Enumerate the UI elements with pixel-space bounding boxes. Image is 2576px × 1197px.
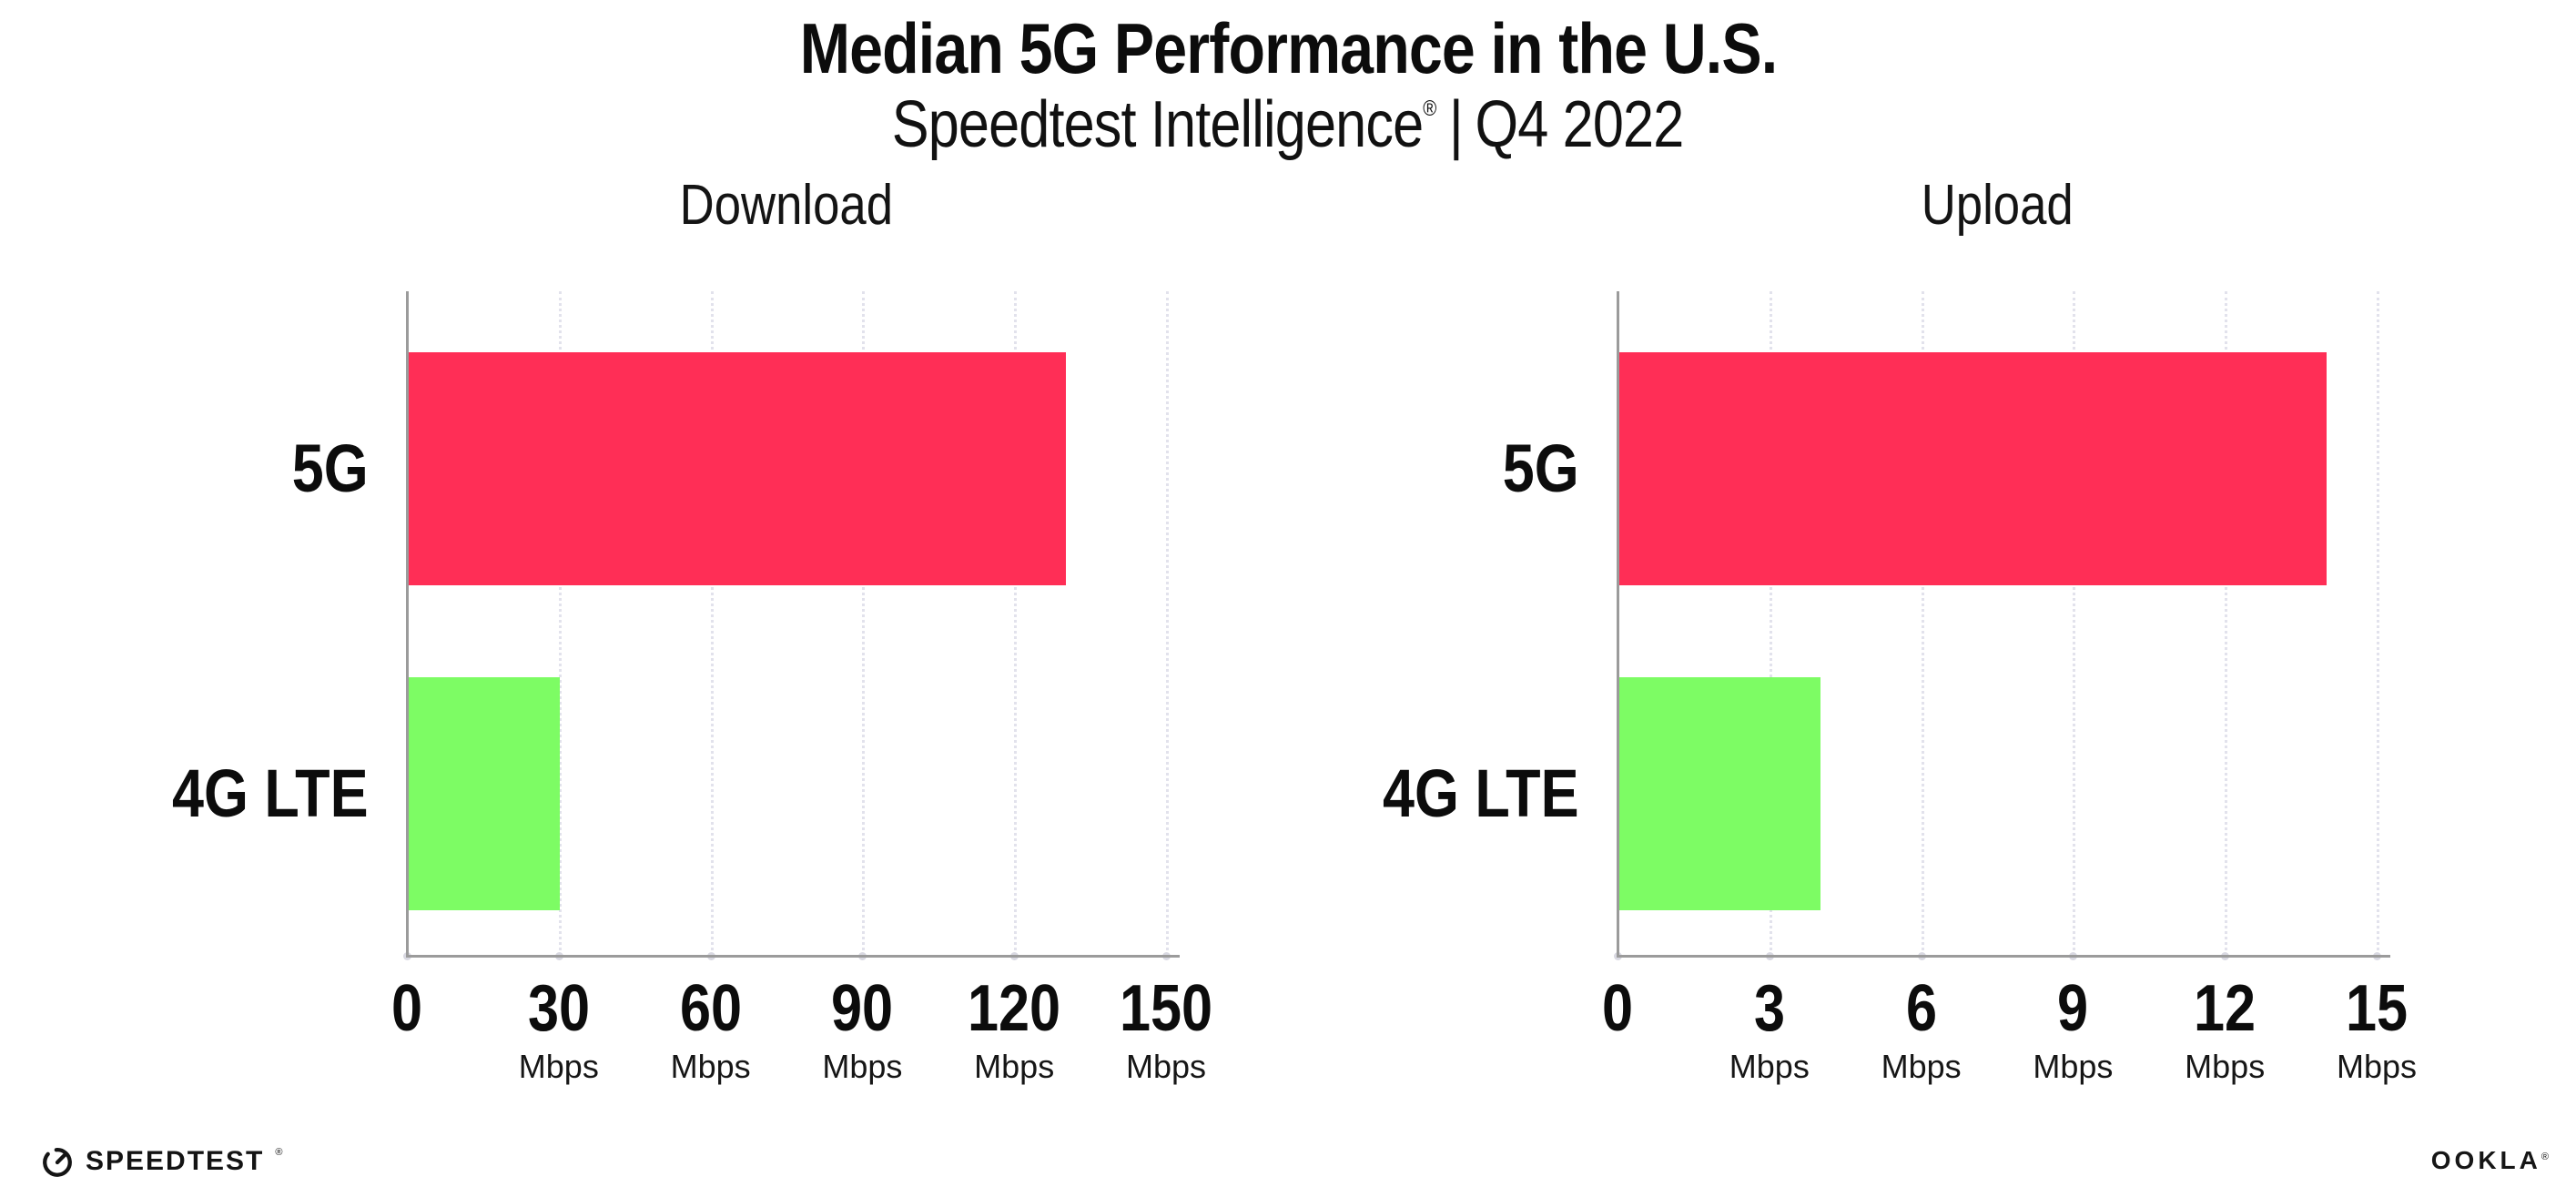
speedtest-trademark-mark: ®	[275, 1147, 283, 1158]
subtitle-period: Q4 2022	[1475, 88, 1685, 161]
page-title-text: Median 5G Performance in the U.S.	[799, 8, 1777, 88]
x-tick-value: 12	[2194, 972, 2257, 1045]
gridline	[2225, 291, 2228, 956]
x-tick-value: 90	[831, 972, 894, 1045]
gridline	[558, 291, 562, 956]
x-tick: 0	[389, 976, 425, 1050]
x-tick: 90 Mbps	[822, 976, 902, 1083]
gridline	[1166, 291, 1169, 956]
speedtest-wordmark: SPEEDTEST	[86, 1146, 265, 1176]
x-axis-ticks: 0 3 Mbps 6 Mbps 9 Mbps 12 Mbps 15 Mbps	[1602, 976, 2417, 1094]
y-axis-line	[1617, 291, 1619, 958]
upload-chart-plot: Upload 5G 4G LTE 0 3 Mb	[1383, 174, 2417, 1083]
x-tick: 0	[1599, 976, 1636, 1050]
page-subtitle: Speedtest Intelligence® | Q4 2022	[0, 87, 2576, 162]
ookla-wordmark: OOKLA	[2430, 1146, 2541, 1174]
page-title: Median 5G Performance in the U.S.	[0, 7, 2576, 90]
x-tick-unit: Mbps	[2033, 1048, 2114, 1085]
x-tick-value: 120	[968, 972, 1061, 1045]
category-label-4g-lte: 4G LTE	[172, 755, 369, 831]
gridline	[1921, 291, 1924, 956]
gridline	[862, 291, 866, 956]
x-tick-value: 30	[527, 972, 590, 1045]
x-tick: 9 Mbps	[2033, 976, 2113, 1083]
x-tick: 3 Mbps	[1729, 976, 1810, 1083]
x-tick-unit: Mbps	[2336, 1048, 2418, 1085]
ookla-trademark-mark: ®	[2541, 1151, 2549, 1162]
bar-5g-download	[408, 352, 1066, 585]
category-label-5g: 5G	[292, 430, 369, 506]
x-tick: 12 Mbps	[2185, 976, 2265, 1083]
x-tick-value: 60	[679, 972, 742, 1045]
gridline	[1769, 291, 1772, 956]
x-tick-value: 3	[1753, 972, 1785, 1045]
x-tick: 150 Mbps	[1111, 976, 1221, 1083]
x-tick-unit: Mbps	[2185, 1048, 2266, 1085]
gridline	[2377, 291, 2379, 956]
x-axis-ticks: 0 30 Mbps 60 Mbps 90 Mbps 120 Mbps 150 M…	[391, 976, 1212, 1094]
x-tick-unit: Mbps	[822, 1048, 903, 1085]
x-tick-value: 0	[1601, 972, 1634, 1045]
x-tick: 15 Mbps	[2337, 976, 2417, 1083]
x-tick: 60 Mbps	[671, 976, 751, 1083]
category-label-5g: 5G	[1503, 430, 1579, 506]
x-tick-value: 15	[2345, 972, 2409, 1045]
x-tick: 6 Mbps	[1881, 976, 1962, 1083]
bar-4g-lte-upload	[1618, 677, 1821, 910]
subtitle-brand: Speedtest Intelligence	[892, 88, 1424, 161]
x-tick-value: 9	[2057, 972, 2089, 1045]
x-tick-unit: Mbps	[974, 1048, 1055, 1085]
subtitle-divider: |	[1449, 88, 1464, 161]
gridline	[710, 291, 714, 956]
gridline	[1014, 291, 1018, 956]
download-chart-title: Download	[679, 174, 894, 237]
x-axis-line	[1617, 955, 2390, 958]
x-tick-value: 6	[1905, 972, 1937, 1045]
registered-trademark-mark: ®	[1423, 96, 1437, 121]
x-tick: 30 Mbps	[519, 976, 599, 1083]
x-tick-unit: Mbps	[1881, 1048, 1962, 1085]
x-tick-unit: Mbps	[670, 1048, 751, 1085]
y-axis-line	[406, 291, 409, 958]
x-tick: 120 Mbps	[959, 976, 1069, 1083]
ookla-logo: OOKLA®	[2431, 1146, 2549, 1175]
bar-4g-lte-download	[408, 677, 560, 910]
x-tick-unit: Mbps	[1729, 1048, 1810, 1085]
speedtest-gauge-icon	[43, 1148, 72, 1177]
x-tick-value: 150	[1119, 972, 1213, 1045]
download-chart-plot: Download 5G 4G LTE 0 30	[172, 174, 1212, 1083]
bar-5g-upload	[1618, 352, 2328, 585]
x-tick-unit: Mbps	[518, 1048, 599, 1085]
x-tick-value: 0	[390, 972, 423, 1045]
gridline	[2073, 291, 2076, 956]
x-axis-line	[406, 955, 1180, 958]
x-tick-unit: Mbps	[1125, 1048, 1207, 1085]
speedtest-logo: SPEEDTEST ®	[40, 1144, 282, 1179]
category-label-4g-lte: 4G LTE	[1383, 755, 1579, 831]
upload-chart-title: Upload	[1921, 174, 2074, 237]
